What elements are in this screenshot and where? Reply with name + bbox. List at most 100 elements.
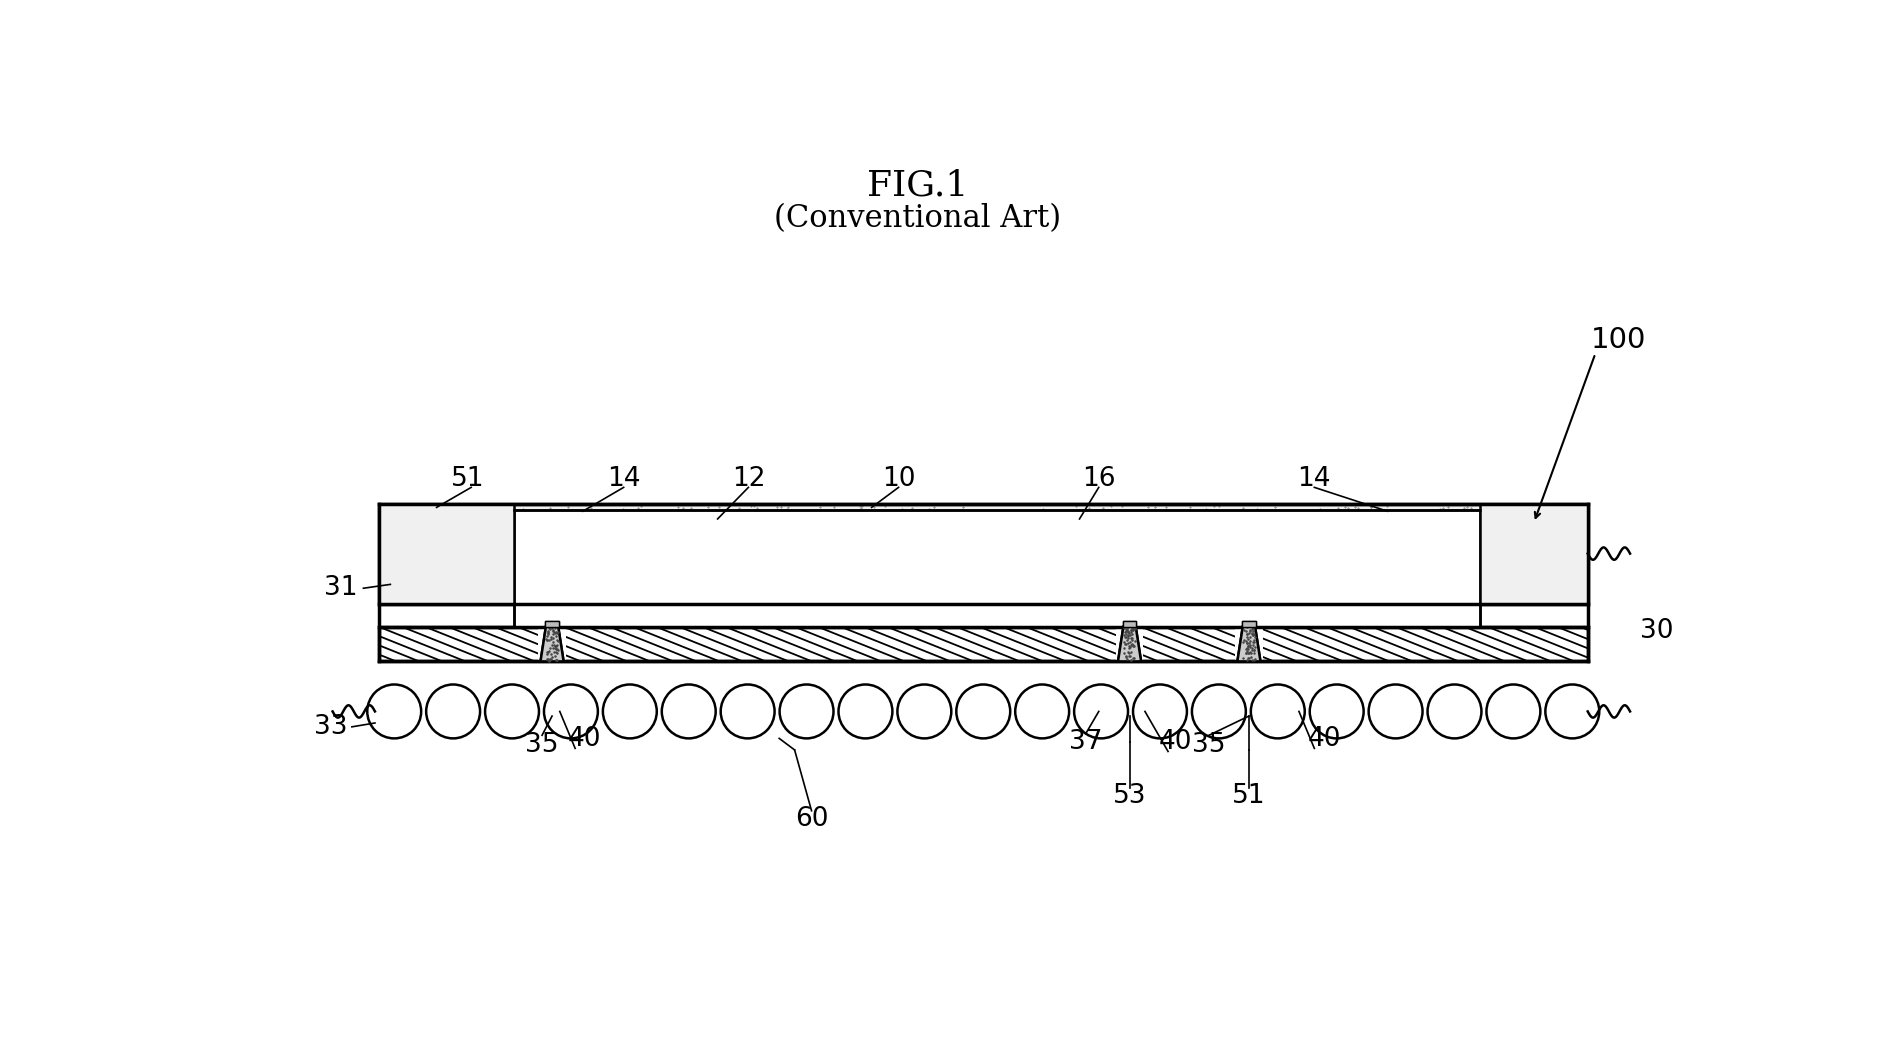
Point: [1115, 633, 1145, 650]
Point: [1439, 563, 1470, 580]
Point: [718, 569, 748, 586]
Point: [454, 569, 484, 586]
Point: [1110, 517, 1140, 533]
Point: [1129, 583, 1159, 600]
Point: [1080, 502, 1110, 519]
Point: [1336, 561, 1366, 578]
Point: [778, 522, 808, 539]
Point: [789, 572, 820, 589]
Point: [1274, 515, 1304, 532]
Point: [1110, 514, 1140, 531]
Point: [978, 538, 1008, 554]
Point: [484, 505, 514, 522]
Point: [782, 560, 812, 576]
Point: [844, 576, 874, 593]
Point: [399, 512, 430, 529]
Point: [1253, 521, 1283, 538]
Point: [836, 574, 867, 591]
Point: [784, 561, 814, 578]
Point: [1567, 549, 1598, 566]
Point: [561, 504, 592, 521]
Bar: [544, 626, 560, 628]
Point: [511, 503, 541, 520]
Point: [448, 564, 479, 581]
Point: [795, 539, 825, 555]
Point: [1328, 525, 1358, 542]
Point: [1245, 518, 1275, 534]
Point: [1015, 509, 1046, 526]
Point: [793, 592, 823, 609]
Point: [865, 550, 895, 567]
Point: [789, 513, 820, 530]
Point: [503, 555, 533, 572]
Point: [1159, 522, 1189, 539]
Point: [678, 553, 708, 570]
Point: [976, 512, 1006, 529]
Point: [1204, 559, 1234, 575]
Point: [1204, 579, 1234, 595]
Point: [1019, 506, 1049, 523]
Point: [437, 585, 467, 602]
Point: [1507, 498, 1537, 514]
Point: [637, 547, 667, 564]
Point: [1535, 506, 1566, 523]
Point: [1437, 565, 1468, 582]
Point: [593, 505, 624, 522]
Point: [1102, 532, 1132, 549]
Circle shape: [1368, 685, 1422, 739]
Point: [884, 578, 914, 594]
Point: [382, 544, 413, 561]
Point: [1149, 558, 1179, 574]
Point: [746, 592, 776, 609]
Point: [1153, 573, 1183, 590]
Point: [422, 511, 452, 528]
Point: [1336, 530, 1366, 547]
Point: [1283, 586, 1313, 603]
Point: [659, 562, 690, 579]
Point: [1470, 550, 1500, 567]
Point: [722, 502, 752, 519]
Point: [463, 527, 494, 544]
Point: [953, 579, 983, 595]
Point: [720, 515, 750, 532]
Point: [1132, 527, 1162, 544]
Point: [848, 591, 878, 608]
Point: [569, 589, 599, 606]
Point: [1404, 503, 1434, 520]
Point: [1010, 509, 1040, 526]
Point: [1449, 532, 1479, 549]
Point: [1389, 592, 1419, 609]
Point: [1048, 515, 1078, 532]
Point: [1185, 512, 1215, 529]
Point: [505, 531, 535, 548]
Point: [609, 535, 639, 552]
Point: [1025, 503, 1055, 520]
Point: [407, 539, 437, 555]
Point: [1117, 519, 1147, 535]
Point: [597, 511, 627, 528]
Point: [405, 555, 435, 572]
Point: [697, 529, 727, 546]
Point: [1475, 510, 1505, 527]
Point: [546, 529, 577, 546]
Point: [1110, 625, 1140, 642]
Point: [887, 539, 918, 555]
Point: [1511, 500, 1541, 517]
Point: [934, 533, 965, 550]
Point: [1422, 512, 1453, 529]
Point: [548, 555, 578, 572]
Point: [1245, 557, 1275, 573]
Point: [1294, 546, 1324, 563]
Point: [1240, 523, 1270, 540]
Point: [652, 562, 682, 579]
Point: [965, 579, 995, 595]
Point: [1424, 562, 1454, 579]
Point: [375, 519, 405, 535]
Point: [757, 591, 788, 608]
Point: [1127, 565, 1157, 582]
Point: [484, 530, 514, 547]
Point: [1513, 507, 1543, 524]
Point: [921, 568, 951, 585]
Point: [563, 535, 593, 552]
Point: [1255, 526, 1285, 543]
